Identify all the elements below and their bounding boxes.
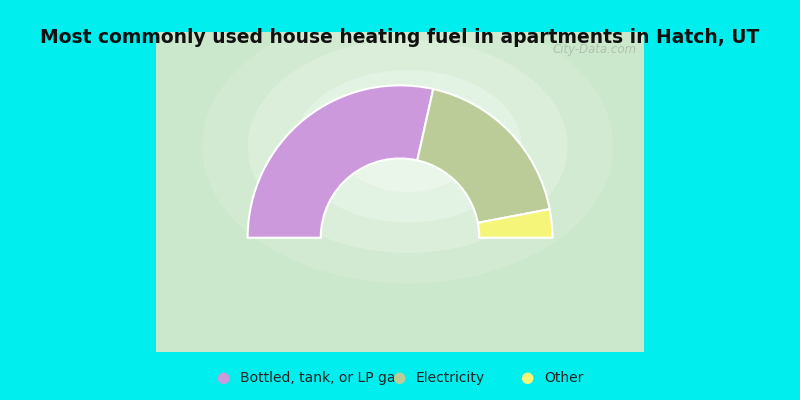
Text: Electricity: Electricity xyxy=(416,371,485,385)
Text: ●: ● xyxy=(216,370,229,386)
Text: Bottled, tank, or LP gas: Bottled, tank, or LP gas xyxy=(240,371,402,385)
Text: ●: ● xyxy=(520,370,533,386)
Text: ●: ● xyxy=(392,370,405,386)
Wedge shape xyxy=(478,209,552,238)
Text: Other: Other xyxy=(544,371,583,385)
Ellipse shape xyxy=(339,100,476,192)
Text: Most commonly used house heating fuel in apartments in Hatch, UT: Most commonly used house heating fuel in… xyxy=(40,28,760,47)
Wedge shape xyxy=(248,85,434,238)
Ellipse shape xyxy=(202,9,614,284)
Text: City-Data.com: City-Data.com xyxy=(552,43,636,56)
Ellipse shape xyxy=(294,70,522,222)
Wedge shape xyxy=(418,89,550,223)
Ellipse shape xyxy=(248,40,568,253)
